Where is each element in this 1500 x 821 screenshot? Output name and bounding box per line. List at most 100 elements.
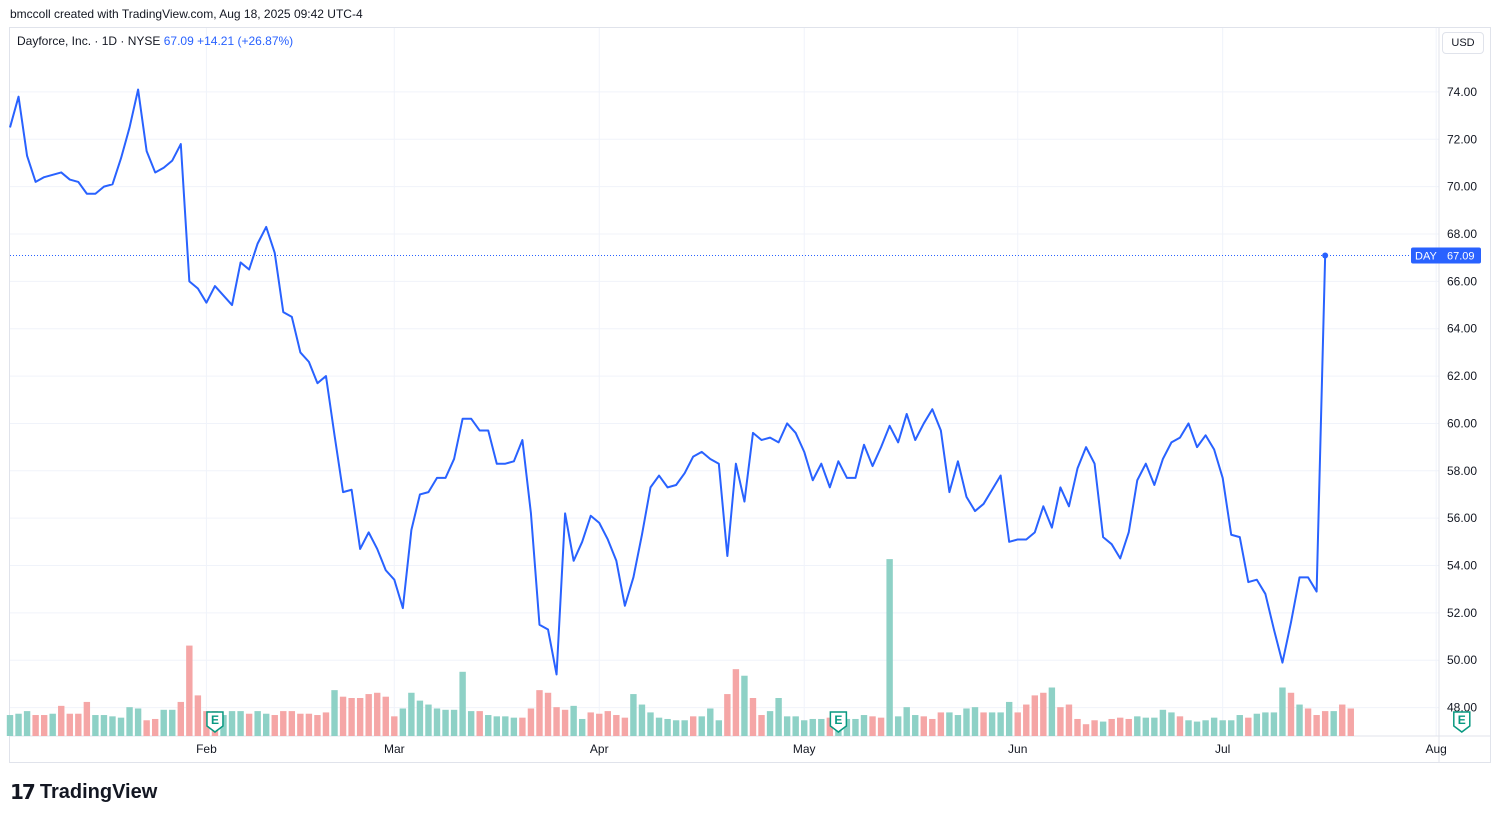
volume-bar (510, 717, 518, 736)
earnings-marker[interactable]: E (206, 711, 224, 733)
volume-bar (553, 707, 560, 736)
volume-bar (493, 716, 500, 736)
volume-bar (1117, 717, 1124, 736)
volume-bar (809, 718, 816, 736)
volume-bar (732, 669, 740, 736)
volume-bar (1014, 712, 1021, 736)
volume-bar (194, 695, 202, 736)
volume-bars (6, 559, 1354, 736)
y-tick-label: 48.00 (1447, 701, 1477, 715)
volume-bar (792, 716, 799, 736)
tradingview-wordmark: TradingView (39, 780, 158, 803)
volume-bar (988, 712, 996, 736)
volume-bar (6, 715, 14, 736)
chart-frame (9, 27, 1491, 763)
x-tick-label: May (793, 742, 816, 756)
volume-bar (1082, 724, 1090, 736)
volume-bar (391, 716, 398, 736)
tradingview-logo-icon: 17 (10, 780, 36, 804)
volume-bar (954, 715, 962, 736)
volume-bar (672, 720, 680, 736)
volume-bar (801, 720, 808, 736)
y-tick-label: 50.00 (1447, 653, 1477, 667)
volume-bar (1339, 704, 1346, 736)
volume-bar (374, 692, 381, 736)
y-tick-label: 62.00 (1447, 369, 1477, 383)
volume-bar (442, 709, 449, 736)
volume-bar (1142, 717, 1150, 736)
y-tick-label: 60.00 (1447, 416, 1477, 430)
volume-bar (134, 708, 142, 736)
volume-bar (1304, 708, 1312, 736)
volume-bar (348, 698, 355, 736)
volume-bar (237, 711, 244, 736)
y-tick-label: 66.00 (1447, 274, 1477, 288)
currency-button[interactable]: USD (1442, 32, 1484, 54)
volume-bar (416, 700, 424, 736)
volume-bar (1065, 704, 1073, 736)
volume-bar (186, 645, 193, 736)
volume-bar (1202, 720, 1209, 736)
volume-bar (1057, 707, 1064, 736)
earnings-marker[interactable]: E (829, 711, 848, 733)
volume-bar (109, 716, 116, 736)
volume-bar (1168, 712, 1175, 736)
y-tick-label: 56.00 (1447, 511, 1477, 525)
x-tick-label: Aug (1426, 742, 1447, 756)
volume-bar (1151, 717, 1158, 736)
volume-bar (519, 717, 526, 736)
volume-bar (32, 715, 39, 736)
volume-bar (1048, 687, 1056, 736)
volume-bar (903, 707, 910, 736)
price-badge-tag: DAY (1415, 251, 1437, 263)
volume-bar (92, 715, 99, 736)
price-badge[interactable]: DAY 67.09 (1411, 247, 1481, 264)
y-tick-label: 72.00 (1447, 132, 1477, 146)
volume-bar (596, 713, 603, 736)
volume-bar (1296, 704, 1303, 736)
volume-bar (1040, 692, 1047, 736)
volume-bar (1219, 720, 1226, 736)
volume-bar (40, 715, 48, 736)
volume-bar (1125, 718, 1132, 736)
volume-bar (527, 708, 535, 736)
x-tick-label: Apr (590, 742, 609, 756)
volume-bar (826, 717, 834, 736)
volume-bar (485, 715, 492, 736)
volume-bar (1279, 687, 1286, 736)
earnings-marker[interactable]: E (1453, 711, 1471, 733)
volume-bar (1005, 701, 1013, 736)
volume-bar (561, 709, 569, 736)
volume-bar (536, 690, 543, 736)
volume-bar (877, 717, 885, 736)
volume-bar (886, 559, 893, 736)
volume-bar (1099, 721, 1107, 736)
volume-bar (621, 717, 629, 736)
volume-bar (356, 698, 364, 736)
volume-bar (331, 690, 338, 736)
volume-bar (613, 715, 620, 736)
last-price-dot (1322, 252, 1329, 259)
earnings-marker-label: E (211, 713, 219, 727)
volume-bar (1330, 711, 1337, 736)
volume-bar (433, 708, 441, 736)
volume-bar (1023, 704, 1030, 736)
volume-bar (698, 716, 705, 736)
volume-bar (869, 716, 876, 736)
volume-bar (177, 701, 184, 736)
volume-bar (894, 716, 902, 736)
volume-bar (288, 711, 296, 736)
tradingview-logo[interactable]: 17 TradingView (10, 780, 157, 804)
volume-bar (467, 711, 475, 736)
volume-bar (1236, 715, 1243, 736)
volume-bar (339, 696, 347, 736)
volume-bar (425, 704, 432, 736)
volume-bar (1185, 720, 1192, 736)
volume-bar (245, 713, 253, 736)
volume-bar (937, 712, 945, 736)
volume-bar (15, 713, 22, 736)
volume-bar (715, 720, 723, 736)
volume-bar (1091, 720, 1098, 736)
chart-caption: bmccoll created with TradingView.com, Au… (10, 7, 363, 21)
